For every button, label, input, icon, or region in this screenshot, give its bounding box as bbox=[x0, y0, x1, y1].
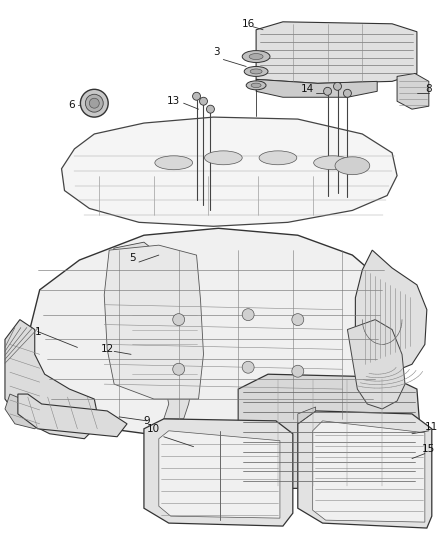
Circle shape bbox=[206, 105, 215, 113]
Text: 11: 11 bbox=[425, 422, 438, 432]
Ellipse shape bbox=[251, 83, 261, 87]
Text: 6: 6 bbox=[68, 100, 75, 110]
Polygon shape bbox=[30, 228, 392, 439]
Polygon shape bbox=[355, 250, 427, 374]
Text: 3: 3 bbox=[213, 46, 220, 56]
Polygon shape bbox=[5, 320, 99, 439]
Text: 5: 5 bbox=[129, 253, 135, 263]
Polygon shape bbox=[256, 22, 417, 83]
Circle shape bbox=[242, 361, 254, 373]
Polygon shape bbox=[298, 407, 316, 424]
Polygon shape bbox=[144, 419, 293, 526]
Circle shape bbox=[193, 92, 201, 100]
Polygon shape bbox=[129, 305, 198, 389]
Circle shape bbox=[173, 364, 185, 375]
Polygon shape bbox=[62, 117, 397, 227]
Text: 9: 9 bbox=[144, 416, 150, 426]
Ellipse shape bbox=[242, 51, 270, 62]
Circle shape bbox=[89, 98, 99, 108]
Ellipse shape bbox=[246, 81, 266, 90]
Polygon shape bbox=[104, 245, 204, 399]
Circle shape bbox=[242, 309, 254, 320]
Circle shape bbox=[333, 83, 342, 90]
Text: 14: 14 bbox=[301, 84, 314, 94]
Circle shape bbox=[343, 90, 351, 97]
Ellipse shape bbox=[259, 151, 297, 165]
Polygon shape bbox=[256, 79, 377, 97]
Circle shape bbox=[292, 313, 304, 326]
Text: 1: 1 bbox=[35, 327, 41, 336]
Circle shape bbox=[324, 87, 332, 95]
Polygon shape bbox=[313, 421, 425, 522]
Text: 8: 8 bbox=[425, 84, 432, 94]
Circle shape bbox=[200, 97, 208, 105]
Circle shape bbox=[173, 313, 185, 326]
Polygon shape bbox=[298, 411, 432, 528]
Ellipse shape bbox=[250, 69, 262, 74]
Polygon shape bbox=[347, 320, 405, 409]
Polygon shape bbox=[18, 394, 127, 437]
Circle shape bbox=[81, 90, 108, 117]
Text: 15: 15 bbox=[422, 443, 435, 454]
Polygon shape bbox=[159, 260, 194, 419]
Circle shape bbox=[292, 365, 304, 377]
Text: 13: 13 bbox=[167, 96, 180, 106]
Ellipse shape bbox=[205, 151, 242, 165]
Ellipse shape bbox=[155, 156, 193, 169]
Polygon shape bbox=[238, 374, 422, 488]
Ellipse shape bbox=[244, 67, 268, 76]
Circle shape bbox=[85, 94, 103, 112]
Polygon shape bbox=[397, 74, 429, 109]
Polygon shape bbox=[5, 394, 45, 429]
Text: 10: 10 bbox=[147, 424, 160, 434]
Ellipse shape bbox=[335, 157, 370, 175]
Text: 16: 16 bbox=[241, 19, 255, 29]
Ellipse shape bbox=[249, 54, 263, 60]
Polygon shape bbox=[109, 242, 154, 265]
Ellipse shape bbox=[314, 156, 351, 169]
Polygon shape bbox=[159, 431, 280, 518]
Text: 12: 12 bbox=[101, 344, 114, 354]
